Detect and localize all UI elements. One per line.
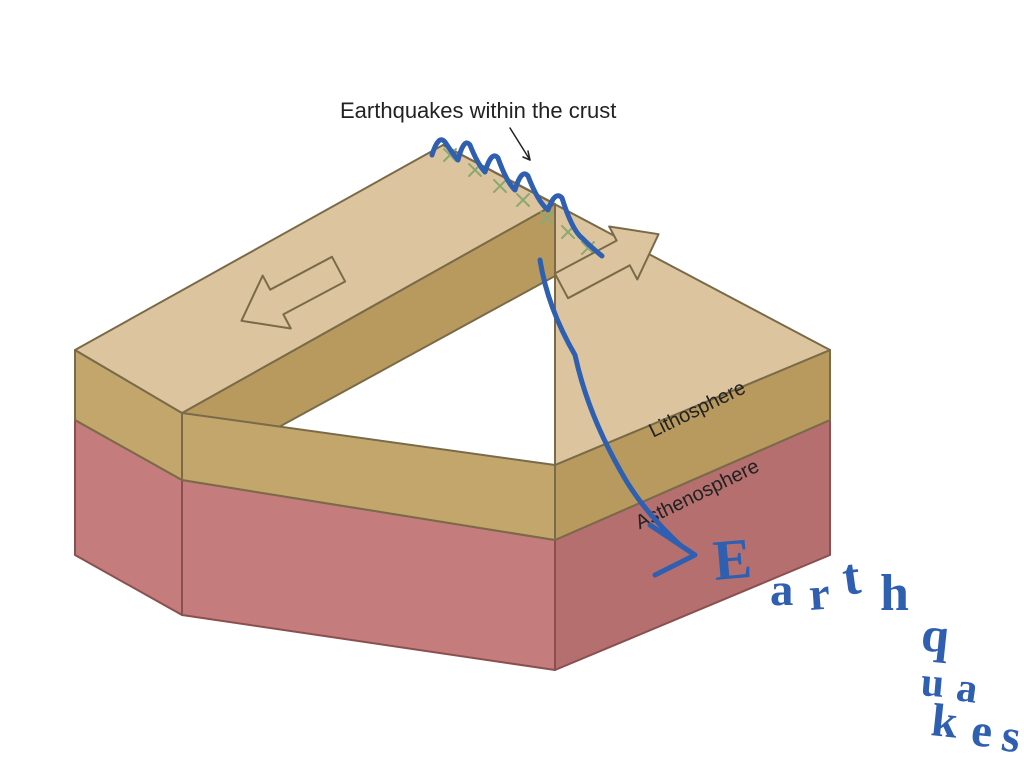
ink-annotation-letter-0: E bbox=[711, 527, 755, 593]
ink-annotation-letter-9: e bbox=[969, 704, 995, 758]
ink-annotation-letter-1: a bbox=[770, 564, 793, 616]
diagram-canvas: Earthquakes within the crustLithosphereA… bbox=[0, 0, 1024, 768]
ink-annotation-letter-4: h bbox=[880, 565, 909, 622]
ink-annotation-letter-8: k bbox=[929, 694, 960, 748]
title-arrow-shaft bbox=[510, 128, 530, 160]
ink-annotation-letter-10: s bbox=[998, 709, 1023, 763]
title-label: Earthquakes within the crust bbox=[340, 98, 616, 123]
ink-annotation-letter-5: q bbox=[919, 606, 953, 664]
ink-annotation-letter-3: t bbox=[839, 548, 865, 607]
ink-annotation-letter-2: r bbox=[807, 568, 831, 621]
